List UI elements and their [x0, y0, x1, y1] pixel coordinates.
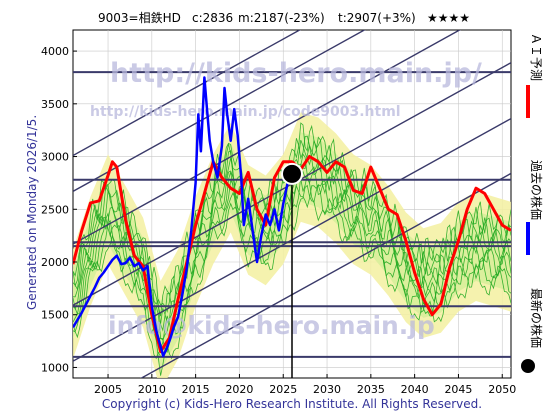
y-tick-label: 3000 [41, 151, 69, 164]
x-tick-label: 2040 [401, 383, 429, 396]
y-tick-label: 3500 [41, 98, 69, 111]
watermark-url: http://kids-hero.main.jp/ [110, 58, 482, 89]
x-tick-label: 2030 [313, 383, 341, 396]
legend: ＡＩ予測 過去の株価 最新の株価 [521, 33, 544, 373]
x-tick-label: 2010 [138, 383, 166, 396]
copyright-footer: Copyright (c) Kids-Hero Research Institu… [102, 397, 482, 411]
legend-latest-price-marker [521, 359, 535, 373]
legend-latest-price-label: 最新の株価 [529, 288, 544, 348]
x-tick-label: 2015 [182, 383, 210, 396]
x-tick-label: 2005 [94, 383, 122, 396]
header-current: c:2836 [192, 11, 233, 25]
past-price-line [73, 76, 294, 358]
watermark-code-url: http://kids-hero.main.jp/code9003.html [90, 104, 401, 120]
trend-line [73, 30, 462, 245]
x-tick-label: 2020 [225, 383, 253, 396]
generated-date-label: Generated on Monday 2026/1/5. [25, 115, 39, 310]
y-tick-label: 2500 [41, 203, 69, 216]
legend-ai-forecast-label: ＡＩ予測 [529, 33, 543, 81]
y-tick-label: 1000 [41, 361, 69, 374]
header-stars: ★★★★ [427, 11, 470, 25]
y-tick-label: 2000 [41, 256, 69, 269]
ai-forecast-line [73, 155, 511, 354]
trend-line [73, 30, 302, 157]
header-target: t:2907(+3%) [338, 11, 416, 25]
latest-price-marker [281, 162, 303, 185]
legend-past-price-label: 過去の株価 [529, 160, 544, 220]
trend-line [73, 30, 366, 192]
price-series [73, 76, 511, 358]
x-tick-label: 2035 [357, 383, 385, 396]
y-tick-label: 4000 [41, 45, 69, 58]
y-axis-ticks: 1000 1500 2000 2500 3000 3500 4000 [41, 45, 77, 374]
x-tick-label: 2025 [269, 383, 297, 396]
x-axis-ticks: 2005 2010 2015 2020 2025 2030 2035 2040 2045 2050 [94, 374, 516, 396]
header-ticker: 9003=相鉄HD [98, 10, 181, 25]
y-tick-label: 1500 [41, 309, 69, 322]
header-min-forecast: m:2187(-23%) [238, 11, 325, 25]
x-tick-label: 2045 [444, 383, 472, 396]
watermark-email: info@kids-hero.main.jp [108, 311, 435, 340]
x-tick-label: 2050 [488, 383, 516, 396]
